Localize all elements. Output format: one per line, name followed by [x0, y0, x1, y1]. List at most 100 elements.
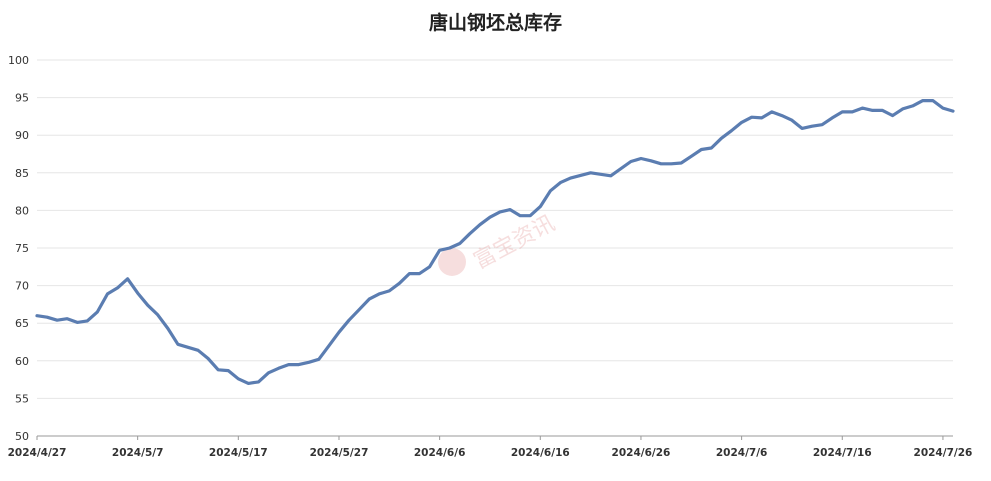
data-point — [337, 331, 341, 334]
data-point — [96, 310, 99, 314]
data-point — [116, 286, 119, 290]
data-point — [448, 246, 451, 250]
y-tick-label: 60 — [15, 355, 29, 368]
data-point — [539, 205, 542, 208]
data-point — [418, 272, 421, 275]
data-point — [408, 272, 411, 275]
data-point — [257, 380, 260, 384]
gridlines — [37, 59, 953, 399]
x-tick-label: 2024/4/27 — [8, 447, 67, 459]
y-tick-label: 90 — [15, 129, 29, 142]
data-point — [136, 291, 139, 295]
data-point — [388, 289, 391, 293]
x-tick-label: 2024/7/26 — [914, 447, 973, 459]
y-tick-label: 70 — [15, 280, 29, 293]
x-tick-label: 2024/5/7 — [112, 447, 164, 459]
y-tick-label: 75 — [15, 242, 29, 255]
data-point — [277, 367, 280, 370]
x-tick-label: 2024/6/26 — [612, 447, 671, 459]
watermark-logo — [438, 248, 466, 276]
data-point — [86, 319, 89, 323]
data-point — [760, 116, 763, 120]
series-layer — [35, 99, 955, 385]
data-point — [196, 349, 200, 352]
data-point — [649, 159, 653, 162]
data-point — [851, 110, 854, 114]
data-point — [166, 327, 170, 330]
data-point — [428, 265, 431, 268]
data-point — [297, 363, 300, 366]
data-point — [247, 382, 250, 385]
data-point — [609, 174, 612, 178]
data-point — [831, 116, 834, 120]
data-point — [378, 292, 381, 296]
data-point — [800, 127, 804, 130]
data-point — [569, 176, 572, 180]
data-point — [216, 368, 220, 372]
chart-title: 唐山钢坯总库存 — [428, 12, 562, 34]
y-tick-label: 95 — [15, 92, 29, 105]
data-point — [861, 106, 864, 110]
data-point — [367, 297, 371, 301]
y-tick-label: 50 — [15, 430, 29, 443]
data-point — [639, 157, 643, 160]
y-tick-label: 80 — [15, 204, 29, 217]
x-axis-ticks: 2024/4/27 2024/5/7 2024/5/17 2024/5/27 2024/… — [8, 436, 973, 459]
data-point — [780, 114, 784, 117]
x-tick-label: 2024/5/27 — [310, 447, 369, 459]
y-tick-label: 100 — [8, 54, 29, 67]
data-point — [55, 318, 59, 322]
data-point — [156, 313, 159, 317]
x-tick-label: 2024/7/6 — [716, 447, 768, 459]
y-tick-label: 65 — [15, 317, 29, 330]
data-point — [659, 162, 663, 165]
data-point — [176, 343, 180, 346]
x-tick-label: 2024/6/6 — [414, 447, 466, 459]
data-point — [629, 160, 633, 163]
data-point — [589, 171, 592, 174]
data-point — [106, 292, 109, 296]
data-point — [478, 223, 482, 226]
data-point — [45, 315, 49, 319]
data-point — [710, 146, 713, 150]
data-point — [398, 282, 401, 285]
data-point — [931, 99, 935, 102]
data-point — [921, 99, 925, 102]
data-point — [518, 214, 522, 217]
data-point — [871, 109, 874, 112]
y-axis-ticks: 50 55 60 65 70 75 80 85 90 95 100 — [8, 54, 29, 443]
y-tick-label: 55 — [15, 392, 29, 405]
data-point — [941, 106, 945, 110]
data-point — [65, 317, 69, 320]
data-point — [720, 137, 723, 140]
data-point — [287, 363, 290, 366]
data-point — [227, 369, 230, 372]
data-point — [347, 318, 351, 322]
data-point — [76, 321, 79, 324]
data-point — [438, 249, 441, 252]
data-point — [357, 308, 361, 311]
data-point — [186, 346, 190, 349]
data-point — [790, 118, 794, 122]
data-point — [488, 215, 492, 219]
data-point — [206, 357, 210, 360]
data-point — [327, 344, 331, 347]
data-point — [146, 303, 149, 307]
data-point — [498, 210, 502, 214]
data-point — [508, 208, 512, 211]
data-point — [669, 162, 673, 165]
data-point — [810, 124, 814, 128]
data-point — [468, 232, 472, 235]
x-tick-label: 2024/5/17 — [209, 447, 268, 459]
data-point — [307, 361, 310, 364]
data-point — [740, 121, 743, 124]
data-point — [730, 129, 733, 132]
data-point — [690, 155, 693, 158]
data-point — [126, 277, 129, 281]
data-point — [770, 110, 774, 114]
data-point — [750, 115, 753, 119]
x-tick-label: 2024/6/16 — [511, 447, 570, 459]
data-point — [549, 189, 552, 193]
data-point — [901, 107, 904, 111]
